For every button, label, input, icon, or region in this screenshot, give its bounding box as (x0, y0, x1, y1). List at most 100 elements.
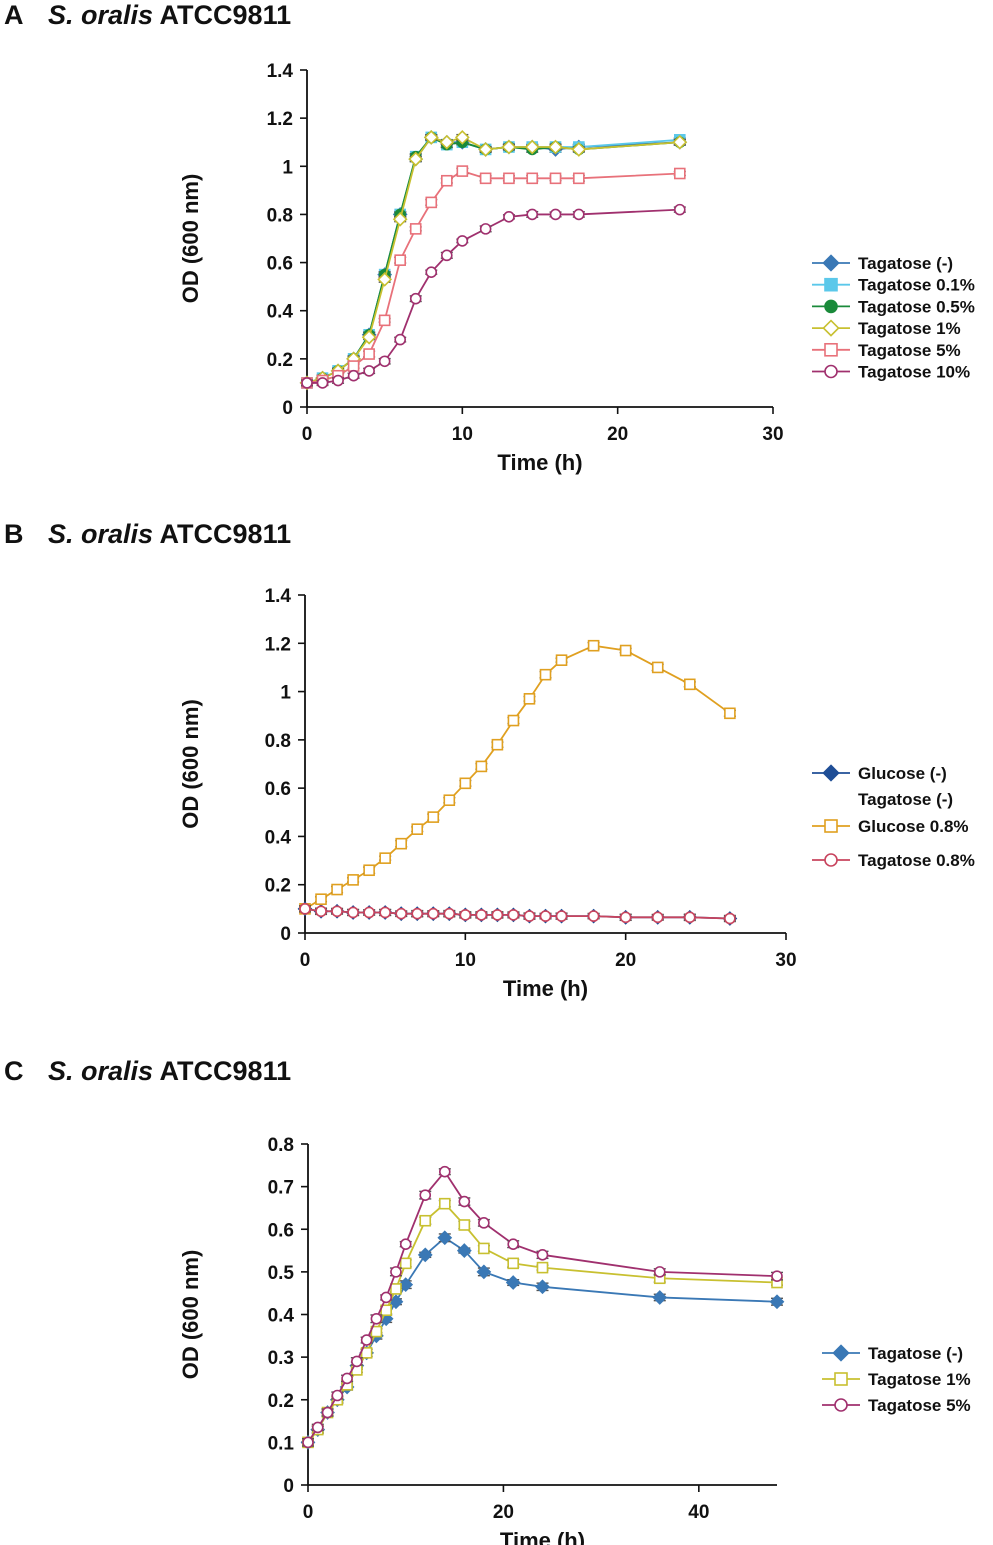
chart-b-series-3-point (331, 905, 343, 918)
chart-b-series-3-point (539, 910, 552, 922)
chart-c-series-3-point (507, 1238, 519, 1250)
chart-c-series-3-line (307, 1170, 778, 1443)
chart-b-series-3-point (491, 909, 504, 921)
chart-c-series-1-point (476, 1264, 492, 1280)
chart-a-series-3 (301, 131, 686, 389)
chart-a-series-4-point (392, 211, 408, 227)
chart-a-y-tick-label: 0.6 (267, 254, 293, 275)
chart-c-x-tick-label: 0 (303, 1502, 314, 1523)
chart-c-legend-marker (834, 1398, 848, 1412)
chart-b-y-tick-label: 0.4 (265, 827, 292, 848)
chart-b-series-2-point (491, 738, 504, 751)
chart-b-series-3-point (459, 909, 472, 921)
chart-a: 0 0.2 0.4 0.6 0.8 1 1.2 1.4 0 10 20 30 Time (h) OD (6… (178, 61, 975, 475)
chart-a-legend-label: Tagatose 0.1% (858, 276, 975, 295)
panel-c-strain: ATCC9811 (159, 1056, 292, 1086)
chart-b-series-2-point (347, 874, 359, 886)
chart-b-series-2-point (331, 883, 343, 896)
chart-b-series-3-point (411, 907, 424, 920)
chart-c-series-1-point (456, 1243, 472, 1258)
chart-a-series-6-point (301, 377, 313, 389)
chart-a-series-4-point (454, 130, 470, 145)
chart-b-series-2-point (724, 707, 736, 720)
chart-a-series-4-point (672, 134, 688, 150)
chart-b-series-3-point (683, 911, 696, 924)
chart-c-y-tick-label: 0.4 (268, 1306, 295, 1327)
chart-b-series-3-point (395, 907, 408, 920)
panel-a-strain: ATCC9811 (159, 0, 292, 30)
panel-a-letter: A (4, 0, 24, 30)
chart-a-series-5-point (394, 254, 407, 266)
panel-b-title: B S. oralis ATCC9811 (4, 519, 291, 550)
chart-a-series-6-point (409, 292, 422, 305)
chart-a-series-4-point (524, 139, 540, 155)
chart-b-series-2-point (315, 893, 327, 906)
chart-a-x-tick-label: 10 (452, 424, 473, 445)
chart-c-y-tick-label: 0.1 (268, 1433, 295, 1454)
chart-c-series-3 (302, 1165, 783, 1449)
chart-c-series-2-point (419, 1214, 432, 1227)
chart-a-series-6-point (347, 369, 360, 382)
chart-a-y-tick-label: 0 (282, 398, 293, 419)
chart-b-series-2-point (587, 639, 600, 652)
chart-a-series-5-point (378, 314, 391, 327)
chart-a-series-4-point (571, 142, 587, 157)
chart-c-legend-label: Tagatose 5% (868, 1396, 971, 1415)
chart-a-legend-label: Tagatose 5% (858, 341, 961, 360)
chart-c-series-3-point (536, 1249, 549, 1261)
chart-a-series-6-point (378, 355, 391, 368)
chart-c-series-2-point (390, 1283, 402, 1295)
chart-c-x-tick-label: 20 (493, 1502, 514, 1523)
chart-a-series-6-point (549, 208, 562, 221)
chart-a-series-4-point (408, 151, 424, 167)
chart-c-y-tick-label: 0.8 (268, 1135, 294, 1156)
chart-c-y-tick-label: 0.5 (268, 1263, 295, 1284)
chart-b-legend-label: Tagatose (-) (858, 790, 953, 809)
chart-b-series-2-point (555, 654, 568, 666)
chart-c-series-3-point (399, 1238, 412, 1250)
chart-c-y-tick-label: 0.3 (268, 1348, 294, 1369)
chart-b-series-3-point (724, 912, 736, 925)
chart-a-legend-marker (824, 342, 838, 357)
chart-b-x-tick-label: 20 (615, 950, 636, 971)
chart-c-series-3-point (390, 1266, 402, 1278)
chart-b-y-tick-label: 0.2 (265, 876, 291, 897)
chart-c-series-3-point (438, 1165, 451, 1178)
chart-a-series-5-point (673, 167, 686, 180)
chart-b-series-3-point (523, 910, 536, 922)
chart-a-series-6-point (394, 333, 407, 346)
chart-b-series-2-point (379, 852, 391, 864)
chart-a-series-6-point (316, 377, 329, 389)
chart-a-y-tick-label: 0.2 (267, 350, 293, 371)
chart-b-y-tick-label: 1.4 (265, 586, 292, 607)
chart-c-series-1-point (769, 1294, 785, 1310)
chart-b-series-3-point (427, 907, 440, 920)
chart-c-y-tick-label: 0.7 (268, 1178, 294, 1199)
chart-a-legend: Tagatose (-) Tagatose 0.1% Tagatose 0.5% Ta… (812, 254, 975, 382)
chart-b-series-3-line (304, 907, 730, 920)
chart-a-series-4-point (439, 134, 455, 150)
chart-a-x-tick-label: 20 (607, 424, 628, 445)
chart-a-series-5-point (347, 360, 360, 372)
chart-b-x-axis-label: Time (h) (503, 976, 588, 1001)
chart-c-series-2-point (458, 1219, 471, 1231)
chart-a-series-6-point (456, 235, 469, 247)
chart-c-y-tick-label: 0.6 (268, 1220, 294, 1241)
chart-c-series-3-point (370, 1312, 383, 1325)
chart-c: 0 0.1 0.2 0.3 0.4 0.5 0.6 0.7 0.8 0 20 40 Time (h) OD… (178, 1135, 971, 1545)
chart-b-series-3-point (507, 909, 520, 921)
chart-a-series-6-line (307, 208, 680, 384)
chart-b-series-3-point (651, 911, 664, 924)
chart-a-series-6-point (363, 365, 375, 377)
chart-c-series-2-point (536, 1261, 549, 1274)
chart-b-y-tick-label: 0.6 (265, 779, 291, 800)
chart-c-series-3-point (341, 1372, 353, 1385)
chart-a-legend-marker (822, 319, 840, 337)
chart-c-legend-label: Tagatose 1% (868, 1370, 971, 1389)
chart-a-series-6-point (425, 266, 438, 279)
chart-c-series-1-point (652, 1290, 668, 1305)
chart-c-series-3-point (360, 1334, 373, 1346)
chart-b-series-2-point (507, 714, 520, 727)
chart-a-series-6-point (526, 208, 539, 221)
